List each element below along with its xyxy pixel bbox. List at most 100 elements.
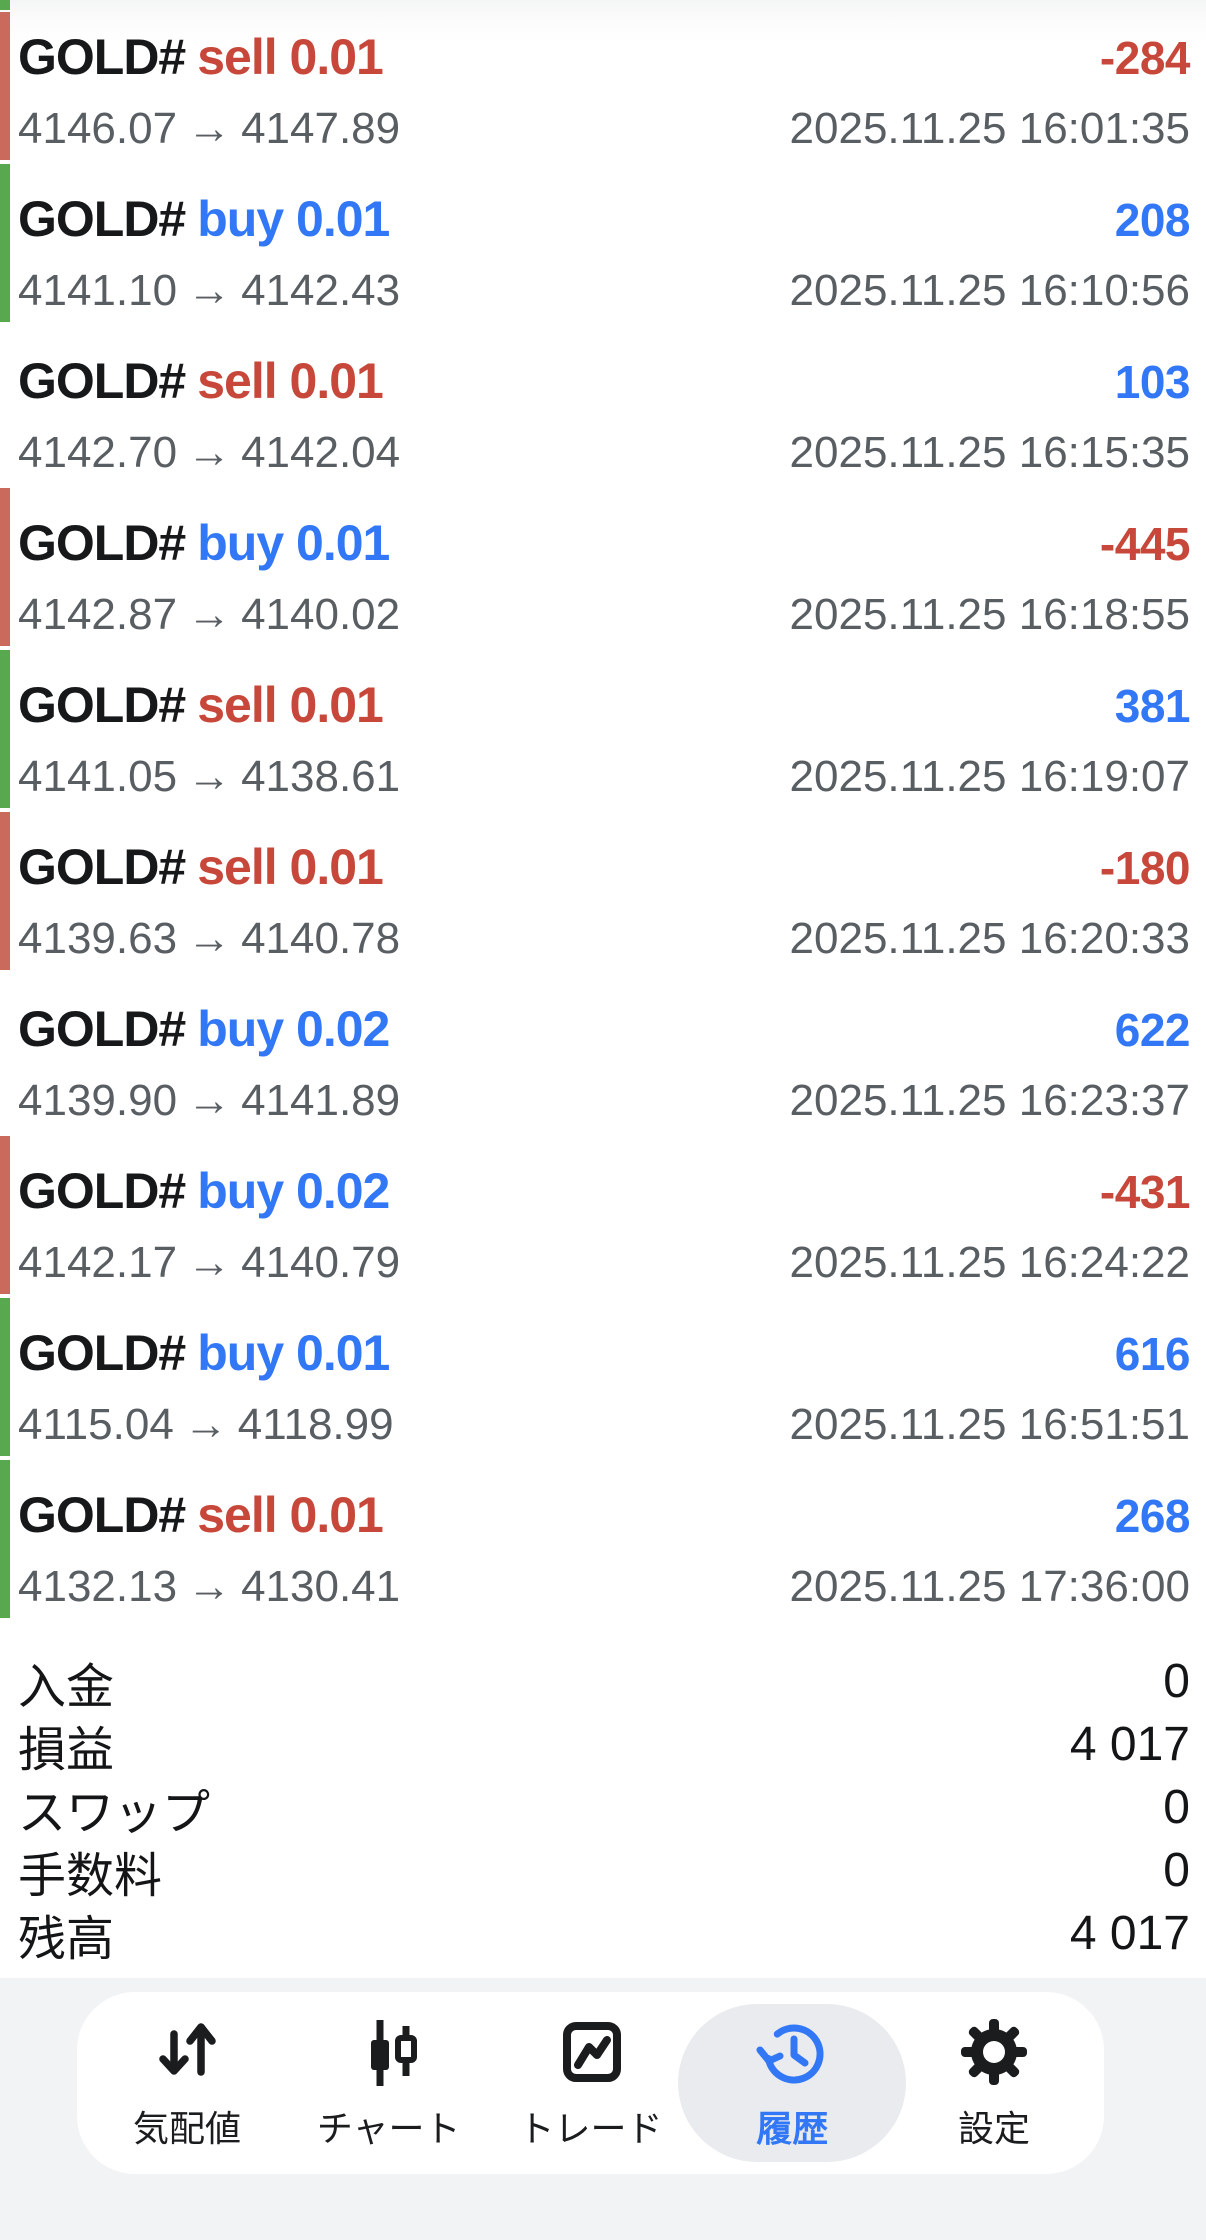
tab-trade[interactable]: トレード [495,1998,687,2168]
side-volume-label: sell 0.01 [197,839,384,895]
side-volume-label: buy 0.02 [197,1163,390,1219]
arrow-right-icon: → [187,590,232,639]
arrow-right-icon: → [187,266,232,315]
open-price: 4142.87 [18,590,178,639]
trade-datetime: 2025.11.25 16:19:07 [789,752,1190,801]
result-color-bar [0,1460,10,1618]
symbol-label: GOLD# [18,1325,186,1381]
trade-datetime: 2025.11.25 16:24:22 [789,1238,1190,1287]
open-price: 4141.05 [18,752,178,801]
quotes-arrows-icon [159,2023,216,2076]
symbol-label: GOLD# [18,1487,186,1543]
trade-datetime: 2025.11.25 16:23:37 [789,1076,1190,1125]
trade-title: GOLD# buy 0.01 [18,190,390,248]
price-range: 4142.17 → 4140.79 [18,1238,400,1288]
trade-title: GOLD# buy 0.01 [18,514,390,572]
price-range: 4142.87 → 4140.02 [18,590,400,640]
side-volume-label: buy 0.01 [197,1325,390,1381]
open-price: 4139.63 [18,914,178,963]
bottom-tab-bar: 気配値 チャート トレード [77,1992,1104,2174]
symbol-label: GOLD# [18,1163,186,1219]
trade-title: GOLD# sell 0.01 [18,28,384,86]
open-price: 4141.10 [18,266,178,315]
summary-label: 入金 [18,1660,115,1714]
arrow-right-icon: → [187,752,232,801]
close-price: 4147.89 [241,104,401,153]
result-color-bar [0,164,10,322]
close-price: 4130.41 [241,1562,401,1611]
trade-title: GOLD# buy 0.01 [18,1324,390,1382]
open-price: 4142.17 [18,1238,178,1287]
result-color-bar [0,812,10,970]
profit-value: -445 [1099,518,1191,570]
arrow-right-icon: → [187,1076,232,1125]
tab-quotes[interactable]: 気配値 [91,1998,283,2168]
symbol-label: GOLD# [18,1001,186,1057]
trade-row[interactable]: GOLD# sell 0.01 -180 4139.63 → 4140.78 2025… [0,810,1206,972]
arrow-right-icon: → [187,1238,232,1287]
close-price: 4142.43 [241,266,401,315]
symbol-label: GOLD# [18,677,186,733]
trade-title: GOLD# sell 0.01 [18,676,384,734]
open-price: 4142.70 [18,428,178,477]
price-range: 4141.05 → 4138.61 [18,752,400,802]
trade-row[interactable]: GOLD# buy 0.01 616 4115.04 → 4118.99 2025.1… [0,1296,1206,1458]
symbol-label: GOLD# [18,29,186,85]
trade-row[interactable]: GOLD# buy 0.02 622 4139.90 → 4141.89 2025.1… [0,972,1206,1134]
summary-value: 4 017 [1069,1718,1190,1771]
close-price: 4140.79 [241,1238,401,1287]
arrow-right-icon: → [183,1400,228,1449]
trade-row[interactable]: GOLD# sell 0.01 103 4142.70 → 4142.04 2025.… [0,324,1206,486]
profit-value: 103 [1114,356,1191,408]
trade-row[interactable]: GOLD# buy 0.01 -445 4142.87 → 4140.02 2025.… [0,486,1206,648]
trade-row[interactable]: GOLD# buy 0.01 208 4141.10 → 4142.43 2025.1… [0,162,1206,324]
tab-label: トレード [518,2108,663,2149]
profit-value: 268 [1114,1490,1191,1542]
arrow-right-icon: → [187,104,232,153]
result-color-bar [0,650,10,808]
result-color-bar [0,1298,10,1456]
open-price: 4132.13 [18,1562,178,1611]
profit-value: -180 [1099,842,1191,894]
bottom-nav-area: 気配値 チャート トレード [0,1978,1206,2240]
previous-row-bar-remnant [0,0,10,10]
summary-label: 残高 [18,1912,115,1966]
trade-history-list[interactable]: GOLD# sell 0.01 -284 4146.07 → 4147.89 2025… [0,0,1206,1620]
trade-row[interactable]: GOLD# sell 0.01 268 4132.13 → 4130.41 2025.… [0,1458,1206,1620]
arrow-right-icon: → [187,1562,232,1611]
tab-history[interactable]: 履歴 [678,1998,907,2168]
trade-row[interactable]: GOLD# buy 0.02 -431 4142.17 → 4140.79 2025.… [0,1134,1206,1296]
close-price: 4118.99 [237,1400,394,1449]
trade-datetime: 2025.11.25 17:36:00 [789,1562,1190,1611]
side-volume-label: sell 0.01 [197,1487,384,1543]
trade-row[interactable]: GOLD# sell 0.01 381 4141.05 → 4138.61 2025.… [0,648,1206,810]
trade-datetime: 2025.11.25 16:51:51 [789,1400,1190,1449]
summary-label: スワップ [18,1786,211,1840]
symbol-label: GOLD# [18,515,186,571]
close-price: 4142.04 [241,428,401,477]
arrow-right-icon: → [187,428,232,477]
summary-label: 手数料 [18,1849,163,1903]
price-range: 4132.13 → 4130.41 [18,1562,400,1612]
tab-chart[interactable]: チャート [293,1998,485,2168]
side-volume-label: buy 0.02 [197,1001,390,1057]
open-price: 4115.04 [18,1400,174,1449]
trade-title: GOLD# sell 0.01 [18,1486,384,1544]
result-color-bar [0,12,10,160]
price-range: 4142.70 → 4142.04 [18,428,400,478]
side-volume-label: sell 0.01 [197,29,384,85]
profit-value: -431 [1099,1166,1191,1218]
trade-row[interactable]: GOLD# sell 0.01 -284 4146.07 → 4147.89 2025… [0,0,1206,162]
price-range: 4146.07 → 4147.89 [18,104,400,154]
profit-value: 208 [1114,194,1191,246]
tab-settings[interactable]: 設定 [898,1998,1090,2168]
close-price: 4141.89 [241,1076,401,1125]
summary-value: 0 [1163,1781,1190,1834]
open-price: 4139.90 [18,1076,178,1125]
price-range: 4115.04 → 4118.99 [18,1400,394,1450]
price-range: 4139.63 → 4140.78 [18,914,400,964]
tab-label: 気配値 [132,2108,241,2149]
trade-datetime: 2025.11.25 16:15:35 [789,428,1190,477]
account-summary: 入金 0 損益 4 017 スワップ 0 手数料 0 残高 4 017 [0,1650,1206,1966]
